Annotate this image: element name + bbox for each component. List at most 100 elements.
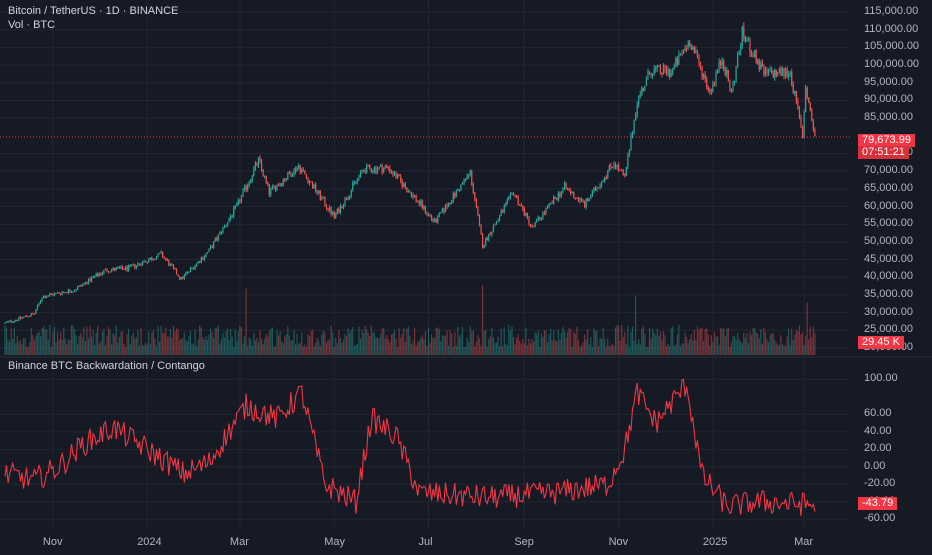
candle-body (185, 273, 187, 275)
candle-body (267, 181, 269, 185)
candle-body (808, 97, 810, 103)
volume-bar (628, 346, 631, 355)
volume-bar (801, 332, 804, 355)
candle-body (274, 186, 277, 191)
candle-body (298, 165, 300, 168)
volume-bar (737, 332, 739, 355)
volume-bar (478, 338, 481, 355)
candle-body (378, 166, 380, 170)
candle-body (769, 69, 771, 71)
candle-body (32, 313, 34, 315)
candle-body (686, 48, 688, 50)
volume-bar (588, 344, 590, 355)
volume-bar (271, 327, 273, 355)
candle-body (13, 320, 15, 323)
candle-body (461, 183, 464, 185)
candle-body (587, 199, 589, 202)
candle-body (673, 66, 675, 69)
volume-bar (302, 346, 304, 355)
volume-bar (645, 346, 648, 355)
candle-body (406, 187, 408, 192)
volume-bar (97, 326, 99, 355)
volume-bar (650, 338, 652, 355)
volume-bar (638, 339, 640, 355)
volume-bar (446, 330, 448, 355)
candle-body (633, 120, 635, 133)
volume-bar (387, 339, 389, 355)
candle-body (740, 46, 742, 52)
candle-body (36, 305, 39, 311)
volume-bar (488, 339, 490, 355)
candle-body (743, 26, 745, 37)
candle-body (163, 257, 165, 259)
volume-bar (803, 345, 805, 355)
volume-bar (740, 341, 742, 355)
candle-body (582, 200, 584, 203)
candle-body (358, 176, 360, 179)
volume-bar (526, 345, 529, 355)
candle-body (44, 296, 46, 298)
candle-body (522, 206, 524, 209)
volume-bar (812, 326, 814, 355)
volume-bar (744, 338, 746, 355)
volume-bar (774, 339, 776, 355)
volume-bar (262, 344, 264, 355)
candle-body (192, 267, 195, 270)
volume-bar (316, 338, 318, 355)
candle-body (199, 261, 201, 263)
volume-bar (248, 337, 250, 355)
volume-bar (94, 345, 96, 355)
volume-bar (16, 335, 18, 355)
volume-bar (239, 325, 241, 355)
candle-body (596, 187, 598, 191)
volume-bar (131, 336, 133, 355)
volume-bar (366, 329, 368, 355)
volume-bar (675, 344, 677, 355)
volume-bar (90, 336, 93, 355)
candle-body (177, 274, 179, 277)
candle-body (233, 207, 235, 217)
volume-bar (709, 345, 711, 355)
candle-body (205, 253, 207, 257)
volume-bar (703, 340, 705, 355)
candle-body (426, 213, 428, 215)
candle-body (710, 91, 712, 93)
volume-bar (81, 337, 83, 355)
volume-bar (676, 334, 678, 355)
volume-bar (434, 337, 436, 355)
volume-bar (794, 334, 796, 355)
candle-body (387, 166, 389, 168)
candle-body (655, 67, 657, 69)
candle-body (724, 69, 726, 75)
volume-bar (285, 334, 287, 355)
indicator-series-line (4, 378, 816, 517)
volume-bar (95, 332, 97, 355)
candle-body (155, 256, 158, 260)
candle-body (738, 51, 740, 55)
volume-bar (718, 344, 720, 355)
candle-body (230, 216, 232, 219)
volume-bar (492, 337, 495, 355)
volume-bar (503, 327, 505, 355)
volume-bar (664, 335, 666, 355)
candle-body (723, 60, 725, 70)
volume-bar (720, 328, 722, 355)
candle-body (563, 183, 566, 189)
candle-body (495, 221, 498, 225)
candle-body (24, 315, 26, 317)
volume-bar (87, 338, 90, 355)
candle-body (89, 278, 91, 282)
candle-body (650, 74, 652, 77)
volume-bar (225, 331, 227, 355)
volume-bar (591, 346, 593, 355)
volume-bar (372, 332, 374, 355)
volume-bar (21, 344, 23, 355)
candle-body (644, 85, 646, 91)
candle-body (137, 263, 139, 266)
candle-body (145, 261, 147, 263)
volume-bar (264, 338, 266, 355)
candle-body (780, 68, 782, 76)
candle-body (141, 261, 144, 266)
